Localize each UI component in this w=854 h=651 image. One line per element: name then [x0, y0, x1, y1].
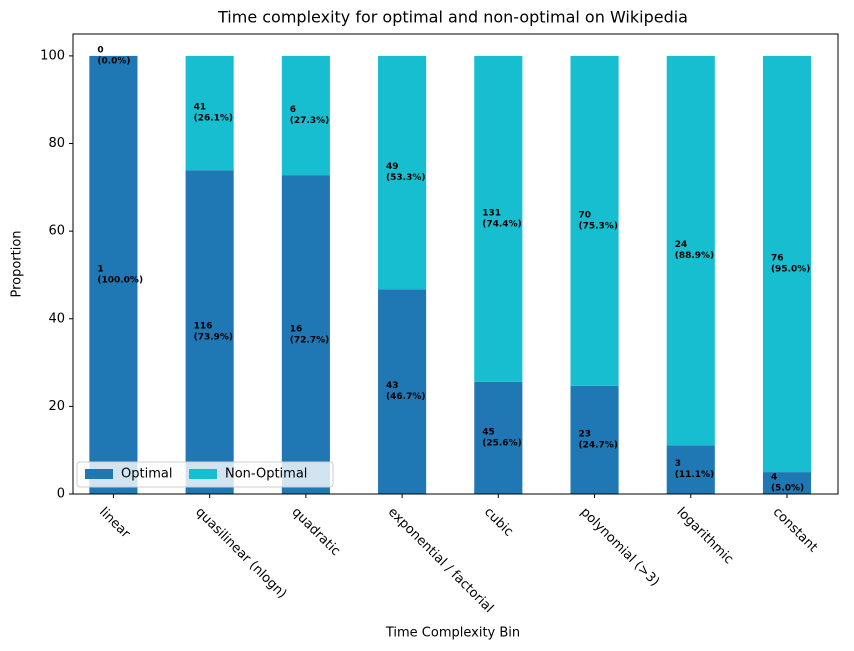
count-label: 0: [97, 45, 103, 55]
bar-segment: [378, 55, 427, 290]
legend-label: Non-Optimal: [225, 467, 307, 482]
value-label: (88.9%): [675, 251, 714, 261]
bar-segment: [570, 55, 619, 386]
bar-segment: [281, 175, 330, 494]
x-axis-label: Time Complexity Bin: [385, 626, 520, 641]
count-label: 16: [290, 324, 303, 334]
y-axis-label: Proportion: [10, 230, 25, 297]
value-label: (53.3%): [386, 173, 425, 183]
value-label: (0.0%): [97, 56, 130, 66]
value-label: (46.7%): [386, 392, 425, 402]
x-tick-label: cubic: [481, 505, 516, 540]
value-label: (74.4%): [482, 219, 521, 229]
count-label: 49: [386, 162, 399, 172]
bar-segment: [185, 170, 234, 494]
bar-segment: [570, 385, 619, 494]
value-label: (75.3%): [578, 221, 617, 231]
legend-swatch: [85, 469, 113, 479]
count-label: 4: [771, 473, 777, 483]
y-tick-label: 0: [57, 487, 65, 502]
value-label: (95.0%): [771, 265, 810, 275]
bar-segment: [89, 55, 138, 495]
count-label: 23: [578, 429, 591, 439]
legend-label: Optimal: [121, 467, 172, 482]
y-tick-label: 100: [40, 48, 65, 63]
x-tick-label: constant: [770, 505, 821, 556]
count-label: 45: [482, 427, 495, 437]
chart-title: Time complexity for optimal and non-opti…: [217, 8, 688, 27]
value-label: (100.0%): [97, 275, 143, 285]
bar-segment: [281, 55, 330, 176]
bar-segment: [666, 445, 715, 494]
x-tick-label: logarithmic: [673, 505, 736, 568]
y-tick-label: 80: [48, 136, 65, 151]
count-label: 1: [97, 264, 103, 274]
count-label: 6: [290, 105, 296, 115]
value-label: (26.1%): [194, 114, 233, 124]
x-tick-label: polynomial (>3): [577, 505, 662, 590]
count-label: 76: [771, 254, 784, 264]
count-label: 43: [386, 381, 399, 391]
count-label: 116: [194, 322, 213, 332]
y-tick-label: 20: [48, 399, 65, 414]
x-tick-label: quasilinear (nlogn): [192, 505, 289, 602]
count-label: 24: [675, 240, 688, 250]
x-tick-label: exponential / factorial: [385, 505, 496, 616]
count-label: 3: [675, 459, 681, 469]
bar-segment: [378, 289, 427, 494]
value-label: (72.7%): [290, 335, 329, 345]
value-label: (25.6%): [482, 438, 521, 448]
y-tick-label: 60: [48, 224, 65, 239]
value-label: (73.9%): [194, 333, 233, 343]
bar-segment: [762, 472, 812, 494]
bar-segment: [762, 55, 812, 473]
value-label: (24.7%): [578, 440, 617, 450]
axes-frame: [72, 33, 839, 495]
count-label: 131: [482, 208, 501, 218]
count-label: 41: [194, 103, 207, 113]
y-tick-label: 40: [48, 311, 65, 326]
count-label: 70: [578, 210, 591, 220]
bar-segment: [474, 55, 523, 382]
bar-segment: [185, 55, 234, 171]
value-label: (5.0%): [771, 484, 804, 494]
value-label: (27.3%): [290, 116, 329, 126]
value-label: (11.1%): [675, 470, 714, 480]
legend: Optimal Non-Optimal: [76, 461, 334, 488]
bar-segment: [474, 381, 523, 494]
x-tick-label: linear: [96, 505, 133, 542]
bar-segment: [666, 55, 715, 446]
legend-swatch: [189, 469, 217, 479]
x-tick-label: quadratic: [289, 505, 343, 559]
